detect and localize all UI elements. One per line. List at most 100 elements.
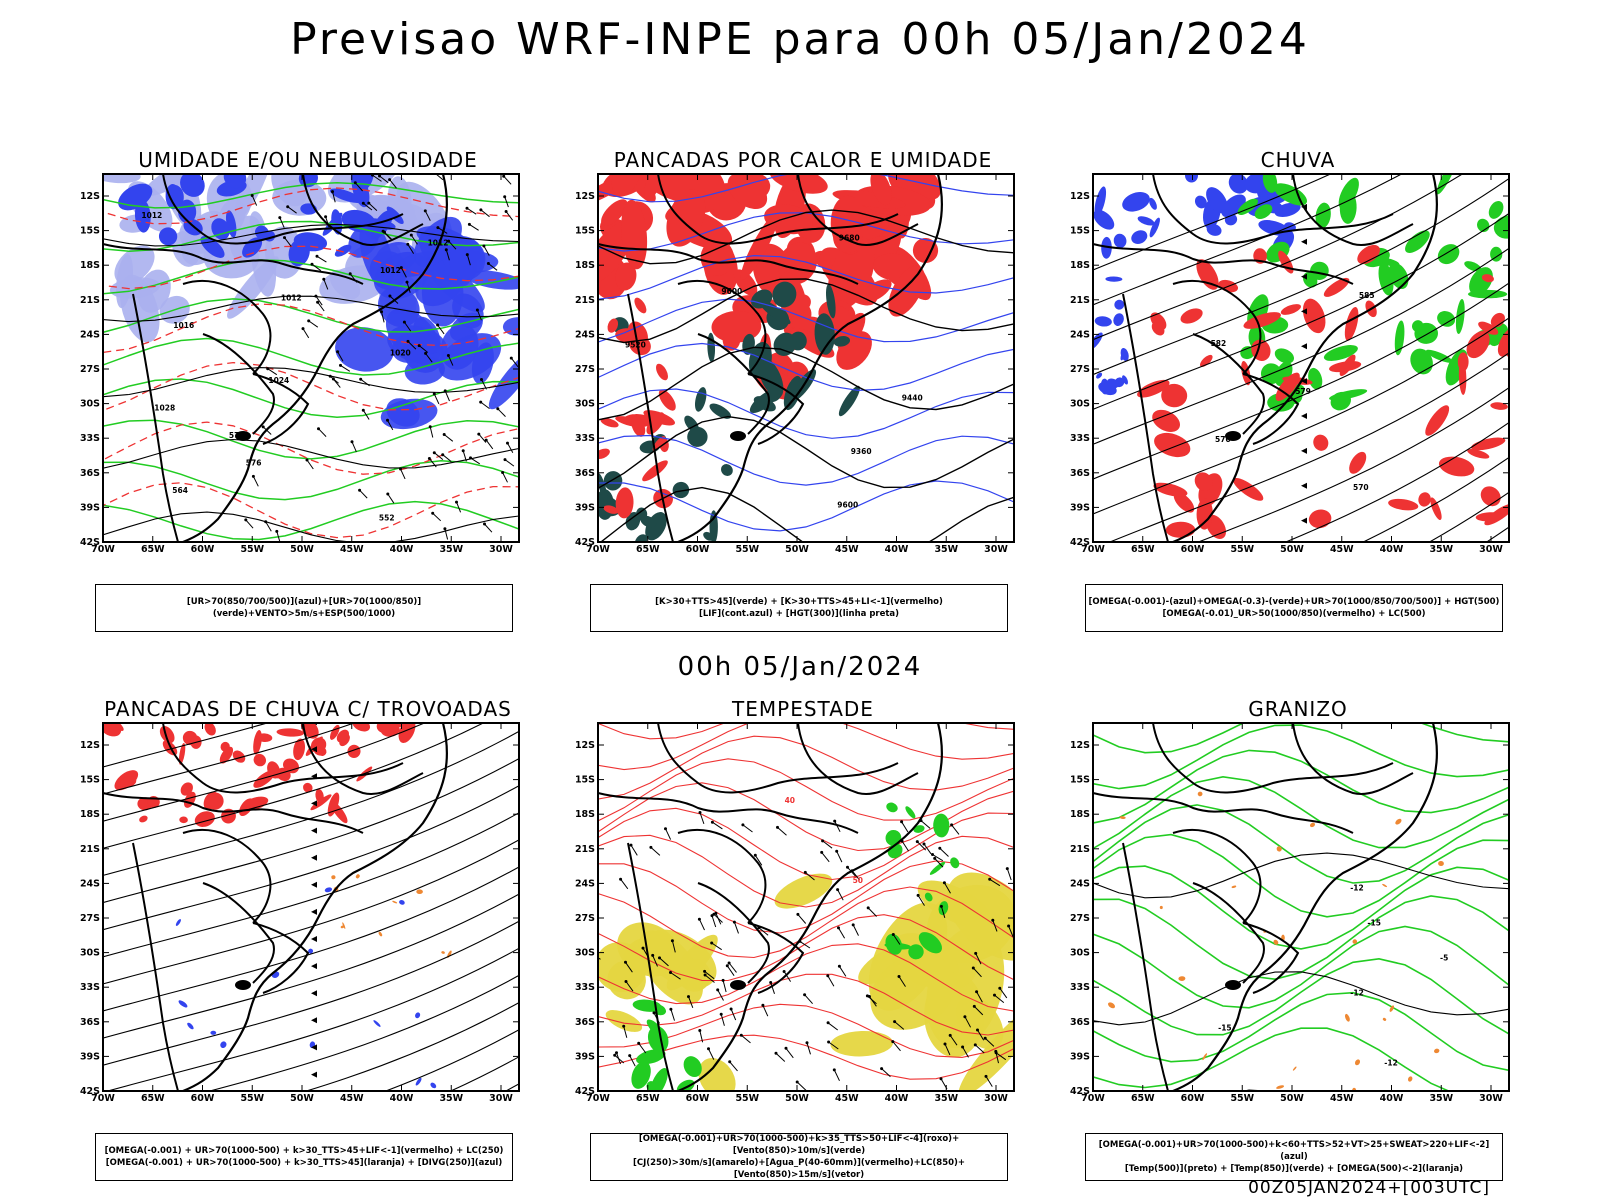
field-patch xyxy=(334,244,352,257)
border-line xyxy=(302,722,424,795)
vector-head xyxy=(447,239,451,243)
field-patch xyxy=(1105,276,1123,282)
wind-vector xyxy=(837,889,844,901)
wind-vector xyxy=(992,920,998,932)
streamline xyxy=(304,1002,519,1091)
lat-label: 27S xyxy=(1070,364,1090,375)
field-patch xyxy=(885,829,902,846)
wind-vector xyxy=(503,175,512,185)
wind-vector xyxy=(711,942,722,951)
lat-label: 30S xyxy=(80,948,100,959)
field-patch xyxy=(1478,321,1499,335)
legend-box: [OMEGA(-0.001)+UR>70(1000-500)+k>35_TTS>… xyxy=(590,1133,1008,1181)
field-patch xyxy=(441,951,445,954)
contour-label: 9360 xyxy=(851,447,872,456)
field-patch xyxy=(1093,209,1115,230)
field-patch xyxy=(413,216,462,267)
lat-label: 24S xyxy=(575,329,595,340)
field-patch xyxy=(1471,437,1506,451)
vector-head xyxy=(283,236,286,240)
contour-label: 40 xyxy=(785,796,795,805)
wind-vector xyxy=(881,1068,891,1078)
vector-head xyxy=(835,849,839,853)
field-patch xyxy=(364,218,396,230)
vector-head xyxy=(406,339,410,343)
lon-label: 60W xyxy=(686,1093,710,1104)
contour-line xyxy=(598,723,1014,740)
field-patch xyxy=(1315,202,1331,229)
vector-head xyxy=(402,320,406,324)
lagoon xyxy=(730,980,746,990)
wind-vector xyxy=(476,309,482,321)
field-patch xyxy=(416,889,423,894)
stream-arrow xyxy=(311,908,317,915)
streamline xyxy=(103,866,519,1012)
lon-label: 35W xyxy=(1429,544,1453,555)
field-patch xyxy=(751,289,773,309)
field-patch xyxy=(1200,354,1213,367)
wind-vector xyxy=(730,1008,737,1021)
vector-head xyxy=(939,904,943,908)
lat-label: 30S xyxy=(575,948,595,959)
field-patch xyxy=(1273,939,1279,945)
vector-head xyxy=(669,1007,673,1011)
field-patch xyxy=(415,1077,422,1086)
lat-label: 33S xyxy=(80,433,100,444)
wind-vector xyxy=(898,976,906,987)
vector-head xyxy=(307,319,311,323)
vector-head xyxy=(444,248,448,252)
vector-head xyxy=(465,206,469,210)
lat-label: 24S xyxy=(1070,878,1090,889)
vector-head xyxy=(506,441,509,445)
wind-vector xyxy=(400,267,407,278)
field-patch xyxy=(1196,259,1219,290)
wind-vector xyxy=(799,940,811,949)
field-patch xyxy=(956,995,1004,1050)
wind-vector xyxy=(630,844,638,856)
stream-arrow xyxy=(311,963,317,970)
vector-head xyxy=(388,294,392,298)
field-patch xyxy=(1161,383,1188,408)
field-patch xyxy=(1467,448,1490,459)
map-content: -12 -15 -5 -12 -15 -12 xyxy=(1093,723,1509,1091)
legend-box: [OMEGA(-0.001)+UR>70(1000-500)+k<60+TTS>… xyxy=(1085,1133,1503,1181)
field-patch xyxy=(1493,215,1509,239)
contour-line xyxy=(1093,833,1509,918)
field-patch xyxy=(1430,497,1442,520)
field-patch xyxy=(1149,197,1157,210)
coastline xyxy=(1172,722,1439,1093)
wind-vector xyxy=(480,209,490,218)
wind-vector xyxy=(827,1022,838,1031)
contour-line xyxy=(103,187,519,225)
wind-vector xyxy=(717,989,724,1001)
streamline xyxy=(384,1029,519,1091)
border-line xyxy=(1152,722,1394,794)
field-patch xyxy=(378,931,383,937)
wind-vector xyxy=(916,841,927,851)
lat-label: 33S xyxy=(575,433,595,444)
vector-head xyxy=(629,843,633,847)
wind-vector xyxy=(783,971,792,982)
legend-box: [UR>70(850/700/500)](azul)+[UR>70(1000/8… xyxy=(95,584,513,632)
lon-label: 55W xyxy=(240,544,264,555)
lat-label: 42S xyxy=(80,1086,100,1097)
contour-line xyxy=(103,419,519,460)
lon-label: 60W xyxy=(191,544,215,555)
contour-label: -12 xyxy=(1350,989,1364,998)
field-patch xyxy=(327,792,340,817)
coastline xyxy=(182,722,449,1093)
lon-label: 65W xyxy=(141,1093,165,1104)
vector-head xyxy=(698,811,702,814)
border-line xyxy=(252,373,310,445)
field-patch xyxy=(502,317,519,336)
field-patch xyxy=(1106,378,1119,389)
vector-head xyxy=(836,888,840,892)
contour-label: 579 xyxy=(1295,387,1311,396)
contour-line xyxy=(598,834,1014,908)
wind-vector xyxy=(804,994,813,1005)
wind-vector xyxy=(670,1009,675,1021)
field-patch xyxy=(600,417,619,428)
border-line xyxy=(677,828,767,924)
border-line xyxy=(202,882,275,984)
field-patch xyxy=(1394,320,1405,356)
